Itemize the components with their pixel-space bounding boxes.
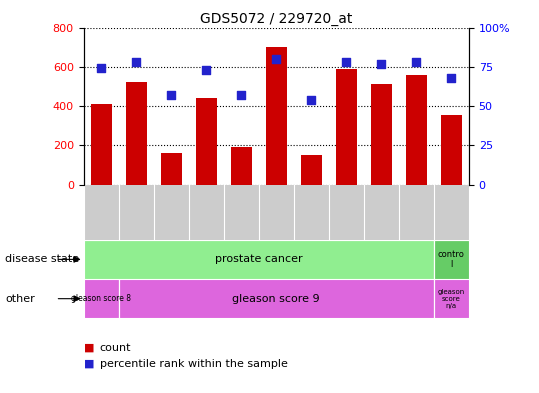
Text: ■: ■ (84, 343, 94, 353)
Bar (441, 115, 462, 185)
Point (447, 75, 456, 81)
Bar (266, 47, 287, 185)
Text: other: other (5, 294, 35, 304)
Text: disease state: disease state (5, 254, 80, 264)
Point (237, 92, 246, 98)
Bar (119, 279, 434, 318)
Bar (434, 240, 469, 279)
Point (307, 97, 316, 103)
Text: contro
l: contro l (438, 250, 465, 269)
Bar (301, 155, 322, 185)
Point (412, 59, 421, 65)
Text: prostate cancer: prostate cancer (215, 254, 302, 264)
Bar (371, 83, 392, 185)
Point (342, 59, 351, 65)
Bar (406, 75, 427, 185)
Bar (126, 81, 147, 185)
Bar (196, 98, 217, 185)
Text: gleason score 8: gleason score 8 (71, 294, 131, 303)
Bar (231, 147, 252, 185)
Point (202, 67, 211, 73)
Bar (84, 279, 119, 318)
Point (132, 59, 140, 65)
Bar (161, 153, 182, 185)
Point (272, 56, 281, 62)
Point (97, 65, 106, 72)
Title: GDS5072 / 229720_at: GDS5072 / 229720_at (200, 13, 353, 26)
Bar (91, 104, 112, 185)
Text: gleason
score
n/a: gleason score n/a (438, 289, 465, 309)
Text: ■: ■ (84, 358, 94, 369)
Text: percentile rank within the sample: percentile rank within the sample (100, 358, 288, 369)
Point (377, 61, 386, 67)
Bar (434, 279, 469, 318)
Text: gleason score 9: gleason score 9 (232, 294, 320, 304)
Point (167, 92, 176, 98)
Bar (336, 69, 357, 185)
Text: count: count (100, 343, 131, 353)
